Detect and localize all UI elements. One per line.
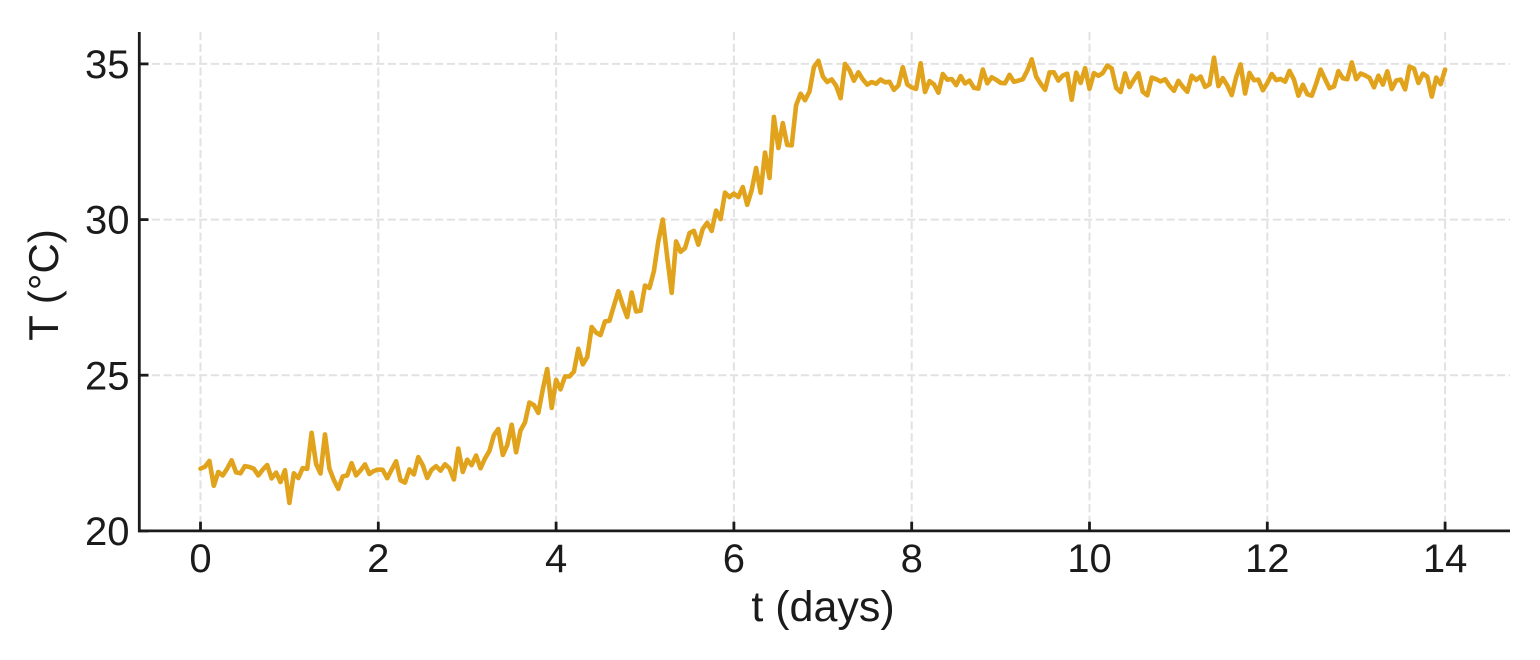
- svg-text:T (°C): T (°C): [20, 229, 67, 341]
- svg-text:12: 12: [1245, 537, 1290, 581]
- svg-text:4: 4: [545, 537, 567, 581]
- svg-text:8: 8: [901, 537, 923, 581]
- svg-text:25: 25: [85, 354, 130, 398]
- svg-text:20: 20: [85, 510, 130, 554]
- svg-text:2: 2: [367, 537, 389, 581]
- svg-text:30: 30: [85, 199, 130, 243]
- svg-text:0: 0: [189, 537, 211, 581]
- svg-text:t (days): t (days): [751, 583, 894, 631]
- svg-text:10: 10: [1067, 537, 1112, 581]
- svg-text:35: 35: [85, 43, 130, 87]
- svg-text:14: 14: [1423, 537, 1468, 581]
- svg-text:6: 6: [723, 537, 745, 581]
